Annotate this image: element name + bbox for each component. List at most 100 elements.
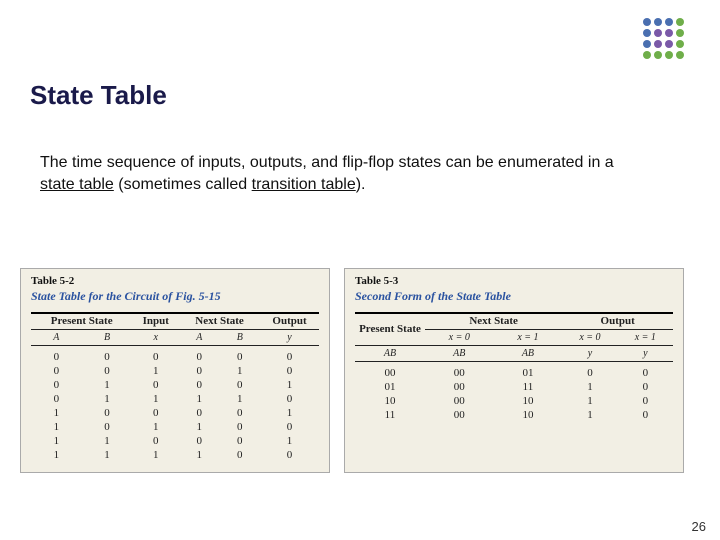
- col-present-state: Present State: [31, 313, 132, 330]
- table-cell: 1: [260, 378, 319, 392]
- table-row: 01001110: [355, 380, 673, 394]
- col-input: Input: [132, 313, 179, 330]
- table-cell: 0: [618, 408, 673, 422]
- table-cell: 0: [220, 434, 261, 448]
- cond-x1-ns: x = 1: [494, 330, 563, 346]
- table-cell: 1: [179, 448, 219, 462]
- table-cell: 00: [425, 408, 494, 422]
- slide-title: State Table: [30, 80, 167, 111]
- para-pre: The time sequence of inputs, outputs, an…: [40, 154, 614, 171]
- table-cell: 0: [31, 392, 82, 406]
- logo-dot: [654, 29, 662, 37]
- table-cell: 0: [618, 380, 673, 394]
- table-row: 111100: [31, 448, 319, 462]
- table-5-3-number: Table 5-3: [355, 275, 673, 287]
- table-cell: 0: [132, 350, 179, 364]
- table-row: 110001: [31, 434, 319, 448]
- table-cell: 0: [179, 364, 219, 378]
- table-cell: 00: [425, 380, 494, 394]
- table-row: 011110: [31, 392, 319, 406]
- table-5-2-title: State Table for the Circuit of Fig. 5-15: [31, 289, 319, 304]
- cond-x1-out: x = 1: [618, 330, 673, 346]
- table-cell: 0: [179, 378, 219, 392]
- logo-dot: [665, 51, 673, 59]
- logo-dot: [676, 29, 684, 37]
- table-cell: 0: [31, 364, 82, 378]
- col-present-state-r: Present State: [355, 313, 425, 346]
- logo-dot: [643, 18, 651, 26]
- table-cell: 0: [179, 350, 219, 364]
- logo-dot: [654, 51, 662, 59]
- sub-y: y: [260, 330, 319, 346]
- table-row: 101100: [31, 420, 319, 434]
- table-cell: 1: [31, 434, 82, 448]
- sub-B2: B: [220, 330, 261, 346]
- logo-dot: [654, 40, 662, 48]
- table-cell: 0: [220, 420, 261, 434]
- table-cell: 00: [425, 394, 494, 408]
- table-cell: 10: [494, 408, 563, 422]
- logo-dot: [643, 29, 651, 37]
- sub-AB-ns0: AB: [425, 346, 494, 362]
- table-cell: 1: [132, 364, 179, 378]
- table-cell: 1: [220, 392, 261, 406]
- table-cell: 1: [132, 392, 179, 406]
- table-cell: 0: [618, 394, 673, 408]
- table-cell: 00: [355, 366, 425, 380]
- table-cell: 0: [220, 350, 261, 364]
- page-number: 26: [692, 519, 706, 534]
- logo-dot: [665, 40, 673, 48]
- table-row: 00000100: [355, 366, 673, 380]
- table-cell: 10: [494, 394, 563, 408]
- term-transition-table: transition table: [252, 176, 356, 193]
- table-cell: 1: [562, 408, 617, 422]
- table-cell: 01: [355, 380, 425, 394]
- table-cell: 0: [132, 378, 179, 392]
- table-5-3-title: Second Form of the State Table: [355, 289, 673, 304]
- table-cell: 0: [82, 420, 133, 434]
- sub-AB-ns1: AB: [494, 346, 563, 362]
- table-cell: 1: [220, 364, 261, 378]
- table-5-3: Present State Next State Output x = 0 x …: [355, 312, 673, 422]
- table-cell: 1: [260, 434, 319, 448]
- table-5-2-card: Table 5-2 State Table for the Circuit of…: [20, 268, 330, 473]
- sub-y1: y: [618, 346, 673, 362]
- table-cell: 1: [31, 420, 82, 434]
- cond-x0-out: x = 0: [562, 330, 617, 346]
- col-output: Output: [260, 313, 319, 330]
- table-cell: 0: [220, 448, 261, 462]
- table-cell: 1: [179, 392, 219, 406]
- table-cell: 0: [82, 350, 133, 364]
- table-cell: 0: [31, 378, 82, 392]
- logo-dot: [676, 51, 684, 59]
- table-cell: 0: [618, 366, 673, 380]
- table-5-2: Present State Input Next State Output A …: [31, 312, 319, 462]
- table-cell: 1: [179, 420, 219, 434]
- table-cell: 1: [82, 392, 133, 406]
- table-cell: 0: [179, 406, 219, 420]
- table-cell: 0: [31, 350, 82, 364]
- table-cell: 10: [355, 394, 425, 408]
- sub-AB: AB: [355, 346, 425, 362]
- sub-A2: A: [179, 330, 219, 346]
- term-state-table: state table: [40, 176, 114, 193]
- logo-dot: [676, 18, 684, 26]
- table-cell: 1: [31, 406, 82, 420]
- table-cell: 0: [260, 350, 319, 364]
- table-row: 10001010: [355, 394, 673, 408]
- table-cell: 1: [562, 394, 617, 408]
- table-cell: 00: [425, 366, 494, 380]
- sub-x: x: [132, 330, 179, 346]
- logo-dot: [665, 29, 673, 37]
- table-cell: 0: [260, 392, 319, 406]
- table-cell: 0: [220, 406, 261, 420]
- table-cell: 0: [260, 420, 319, 434]
- table-cell: 11: [494, 380, 563, 394]
- table-cell: 01: [494, 366, 563, 380]
- table-cell: 0: [562, 366, 617, 380]
- table-cell: 0: [220, 378, 261, 392]
- col-output-r: Output: [562, 313, 673, 330]
- sub-y0: y: [562, 346, 617, 362]
- table-cell: 1: [132, 448, 179, 462]
- table-cell: 0: [82, 364, 133, 378]
